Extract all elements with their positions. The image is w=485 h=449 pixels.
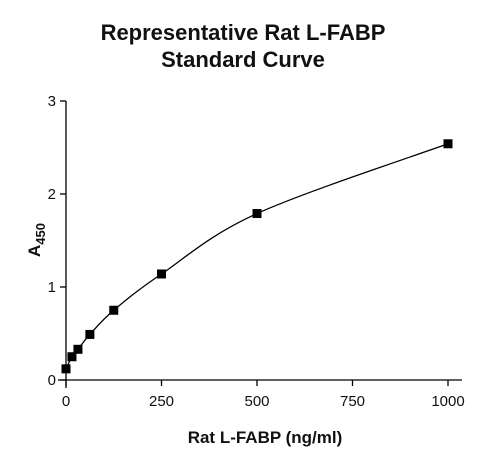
data-point	[61, 364, 71, 374]
x-tick-label: 250	[149, 393, 174, 410]
y-tick-label: 3	[48, 93, 56, 110]
y-axis-label: A450	[25, 223, 48, 257]
y-tick-label: 1	[48, 279, 56, 296]
data-point	[252, 209, 262, 219]
y-axis-label-subscript: 450	[33, 223, 48, 245]
x-tick-label: 750	[340, 393, 365, 410]
data-point	[157, 269, 166, 279]
data-points-layer	[61, 139, 453, 374]
data-point	[443, 139, 453, 149]
fit-curve-layer	[65, 143, 449, 370]
x-tick-label: 0	[62, 393, 70, 410]
chart-title-line-2: Standard Curve	[161, 47, 325, 72]
fit-curve-line	[65, 143, 449, 370]
y-tick-label: 0	[48, 372, 56, 389]
x-tick-label: 1000	[431, 393, 464, 410]
data-point	[85, 329, 95, 339]
data-point	[109, 305, 119, 315]
data-point	[73, 344, 83, 354]
svg-text:A450: A450	[25, 223, 48, 257]
chart-title-line-1: Representative Rat L-FABP	[101, 20, 386, 45]
axes: 0 1 2 3 0 250 500 750 1000	[48, 93, 465, 410]
x-axis-label: Rat L-FABP (ng/ml)	[188, 428, 343, 447]
y-axis-label-main: A	[25, 245, 44, 257]
data-point	[67, 352, 77, 362]
y-tick-label: 2	[48, 186, 56, 203]
x-tick-label: 500	[244, 393, 269, 410]
